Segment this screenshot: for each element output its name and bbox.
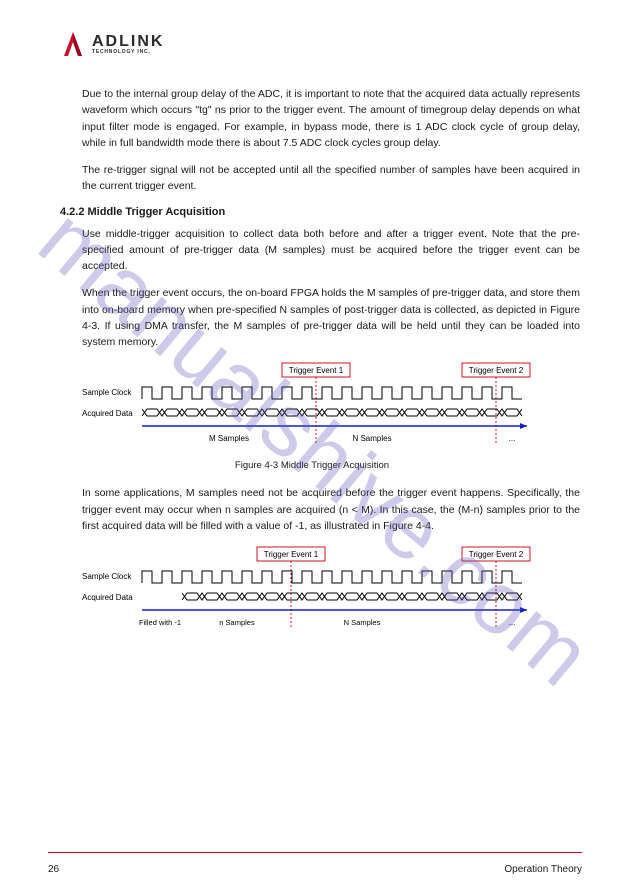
trigger2-label-2: Trigger Event 2 — [469, 550, 524, 559]
m-samples-label: M Samples — [209, 434, 249, 443]
n-samples-label-2: n Samples — [219, 618, 255, 627]
paragraph-5: In some applications, M samples need not… — [60, 485, 580, 534]
data-label-2: Acquired Data — [82, 593, 133, 602]
paragraph-3: Use middle-trigger acquisition to collec… — [60, 226, 580, 275]
figure-4-4: Trigger Event 1 Trigger Event 2 Sample C… — [82, 545, 542, 640]
chapter-label: Operation Theory — [504, 864, 582, 875]
data-label: Acquired Data — [82, 409, 133, 418]
paragraph-1: Due to the internal group delay of the A… — [60, 86, 580, 151]
logo-main-text: ADLINK — [92, 34, 164, 50]
logo-sub-text: TECHNOLOGY INC. — [92, 50, 164, 55]
trigger1-label: Trigger Event 1 — [289, 366, 344, 375]
section-heading: 4.2.2 Middle Trigger Acquisition — [60, 206, 580, 218]
paragraph-4: When the trigger event occurs, the on-bo… — [60, 285, 580, 350]
filled-label: Filled with -1 — [139, 618, 181, 627]
page-number: 26 — [48, 864, 59, 875]
trigger2-label: Trigger Event 2 — [469, 366, 524, 375]
figure-4-3-caption: Figure 4-3 Middle Trigger Acquisition — [82, 460, 542, 471]
n-samples-label: N Samples — [352, 434, 391, 443]
logo-icon — [60, 30, 86, 58]
paragraph-2: The re-trigger signal will not be accept… — [60, 162, 580, 195]
clock-label: Sample Clock — [82, 388, 132, 397]
figure-4-3: Trigger Event 1 Trigger Event 2 Sample C… — [82, 361, 542, 456]
n-post-label: N Samples — [344, 618, 381, 627]
svg-text:...: ... — [509, 434, 516, 443]
footer-divider — [48, 852, 582, 853]
clock-label-2: Sample Clock — [82, 572, 132, 581]
svg-text:...: ... — [509, 618, 516, 627]
logo: ADLINK TECHNOLOGY INC. — [60, 30, 580, 58]
trigger1-label-2: Trigger Event 1 — [264, 550, 319, 559]
page-content: ADLINK TECHNOLOGY INC. Due to the intern… — [0, 0, 630, 893]
